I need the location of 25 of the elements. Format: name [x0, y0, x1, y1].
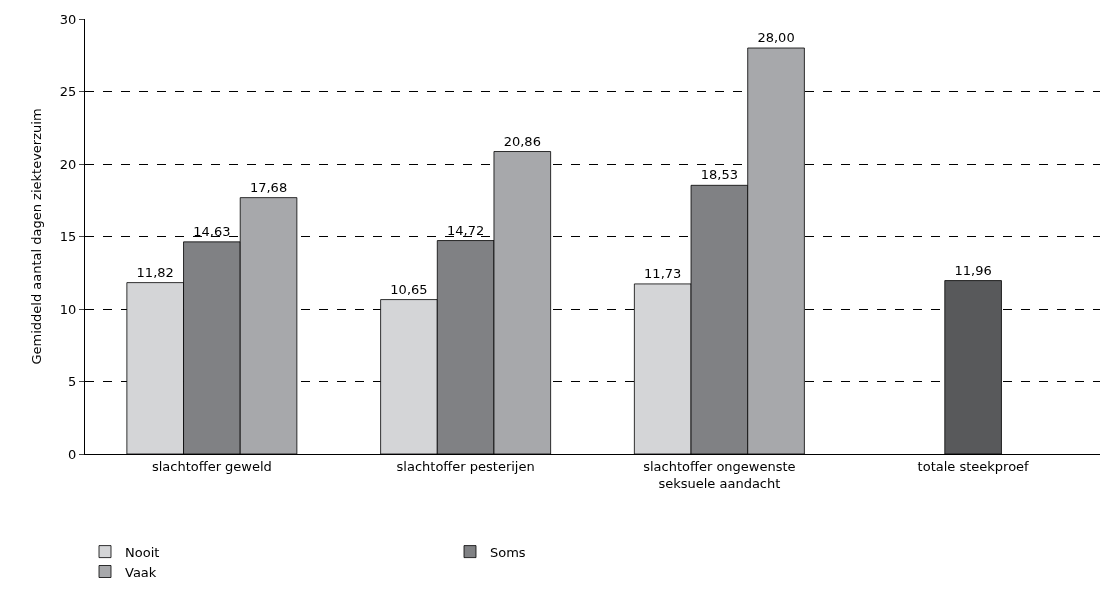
data-label: 11,96	[954, 262, 992, 278]
data-label: 20,86	[503, 133, 541, 149]
y-tick-label: 20	[59, 156, 77, 172]
data-label: 18,53	[700, 167, 738, 183]
legend-label: Soms	[490, 544, 526, 560]
data-label: 11,73	[644, 265, 682, 281]
x-tick-label: totale steekproef	[917, 458, 1030, 474]
x-tick-label: slachtoffer geweld	[151, 458, 272, 474]
x-tick-label: slachtoffer ongewenste seksuele aandacht	[643, 458, 796, 491]
data-label: 14,72	[447, 222, 485, 238]
legend-label: Nooit	[125, 544, 160, 560]
data-label: 10,65	[390, 281, 428, 297]
y-tick-label: 30	[59, 11, 77, 27]
data-label: 11,82	[136, 264, 174, 280]
data-label: 17,68	[249, 179, 288, 195]
x-tick-label: slachtoffer pesterijen	[396, 458, 535, 474]
data-label: 28,00	[757, 30, 795, 45]
y-tick-label: 10	[59, 301, 77, 317]
y-axis-title: Gemiddeld aantal dagen ziekteverzuim	[28, 108, 44, 365]
y-tick-label: 15	[59, 229, 77, 245]
y-tick-label: 25	[59, 84, 77, 100]
data-label: 14,63	[193, 223, 231, 239]
legend-label: Vaak	[125, 564, 157, 580]
y-tick-label: 0	[68, 446, 77, 462]
y-tick-label: 5	[68, 374, 77, 390]
